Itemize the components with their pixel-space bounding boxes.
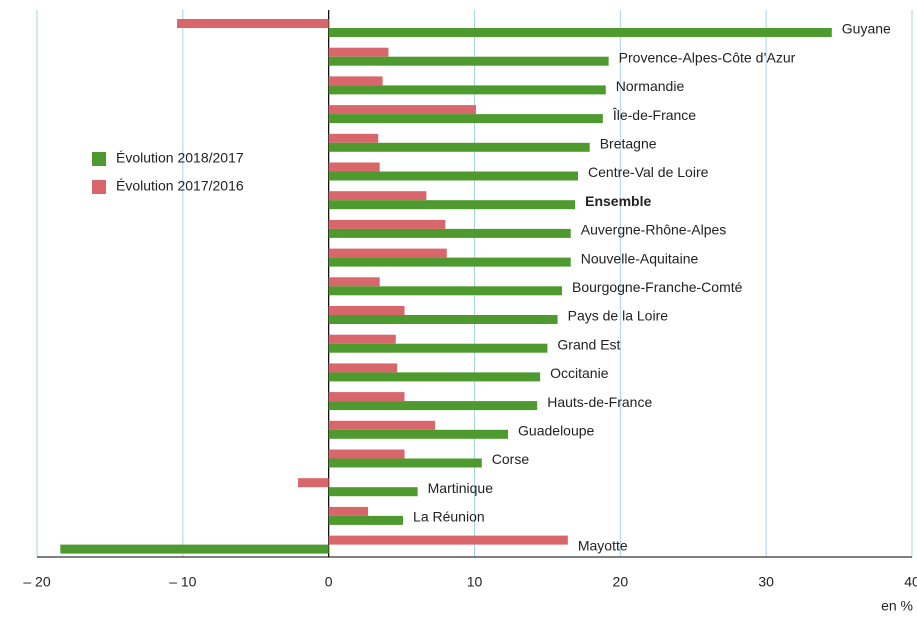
category-label: Provence-Alpes-Côte d’Azur bbox=[619, 49, 796, 65]
bar bbox=[328, 219, 446, 229]
x-tick-label: 20 bbox=[613, 574, 629, 590]
category-label: Bourgogne-Franche-Comté bbox=[572, 279, 743, 295]
bar bbox=[328, 363, 398, 373]
x-axis-label: en % bbox=[881, 598, 913, 614]
category-label: Auvergne-Rhône-Alpes bbox=[581, 222, 727, 238]
category-label: Mayotte bbox=[578, 537, 628, 553]
bar bbox=[328, 28, 832, 37]
bar bbox=[328, 85, 606, 95]
category-label: Ensemble bbox=[585, 193, 651, 209]
bar bbox=[328, 449, 405, 459]
x-tick-label: 30 bbox=[758, 574, 774, 590]
bar bbox=[328, 343, 548, 353]
category-label: Nouvelle-Aquitaine bbox=[581, 250, 699, 266]
bar bbox=[328, 487, 418, 497]
bar bbox=[328, 191, 427, 201]
bar bbox=[328, 200, 576, 210]
category-label: Pays de la Loire bbox=[568, 308, 669, 324]
bar bbox=[328, 248, 447, 258]
bar bbox=[328, 105, 476, 115]
bar bbox=[328, 306, 405, 315]
bar bbox=[328, 286, 562, 296]
bar bbox=[177, 19, 329, 28]
bar bbox=[328, 47, 389, 57]
category-label: Grand Est bbox=[557, 336, 620, 352]
bar bbox=[328, 535, 568, 545]
bar bbox=[328, 401, 538, 411]
x-tick-label: 40 bbox=[904, 574, 917, 590]
category-label: La Réunion bbox=[413, 509, 485, 525]
bar bbox=[328, 56, 609, 66]
x-tick-label: – 10 bbox=[169, 574, 196, 590]
bar bbox=[328, 142, 590, 152]
bar bbox=[328, 277, 380, 287]
bar bbox=[328, 392, 405, 402]
category-label: Guyane bbox=[842, 21, 891, 37]
x-tick-label: 10 bbox=[467, 574, 483, 590]
bar bbox=[60, 544, 329, 554]
bar bbox=[328, 315, 558, 324]
legend-label: Évolution 2017/2016 bbox=[116, 178, 244, 194]
legend-swatch bbox=[92, 180, 106, 194]
category-label: Île-de-France bbox=[612, 107, 696, 123]
bar bbox=[328, 133, 379, 143]
bar bbox=[328, 458, 482, 468]
category-label: Occitanie bbox=[550, 365, 609, 381]
category-label: Corse bbox=[492, 451, 530, 467]
category-label: Centre-Val de Loire bbox=[588, 164, 709, 180]
bar bbox=[328, 171, 579, 181]
bar bbox=[328, 76, 383, 86]
x-tick-label: 0 bbox=[325, 574, 333, 590]
category-label: Hauts-de-France bbox=[547, 394, 652, 410]
bar bbox=[328, 420, 436, 430]
category-label: Guadeloupe bbox=[518, 423, 595, 439]
bar bbox=[298, 478, 329, 488]
category-label: Martinique bbox=[428, 480, 494, 496]
category-label: Normandie bbox=[616, 78, 685, 94]
legend-label: Évolution 2018/2017 bbox=[116, 150, 244, 166]
bar bbox=[328, 228, 571, 238]
bar bbox=[328, 506, 369, 516]
bar bbox=[328, 257, 571, 267]
bar bbox=[328, 372, 541, 382]
bar bbox=[328, 162, 380, 172]
category-label: Bretagne bbox=[600, 136, 657, 152]
bar bbox=[328, 114, 603, 124]
bar bbox=[328, 429, 509, 439]
bar bbox=[328, 334, 396, 344]
legend-swatch bbox=[92, 152, 106, 166]
bar bbox=[328, 515, 404, 525]
x-tick-label: – 20 bbox=[23, 574, 50, 590]
